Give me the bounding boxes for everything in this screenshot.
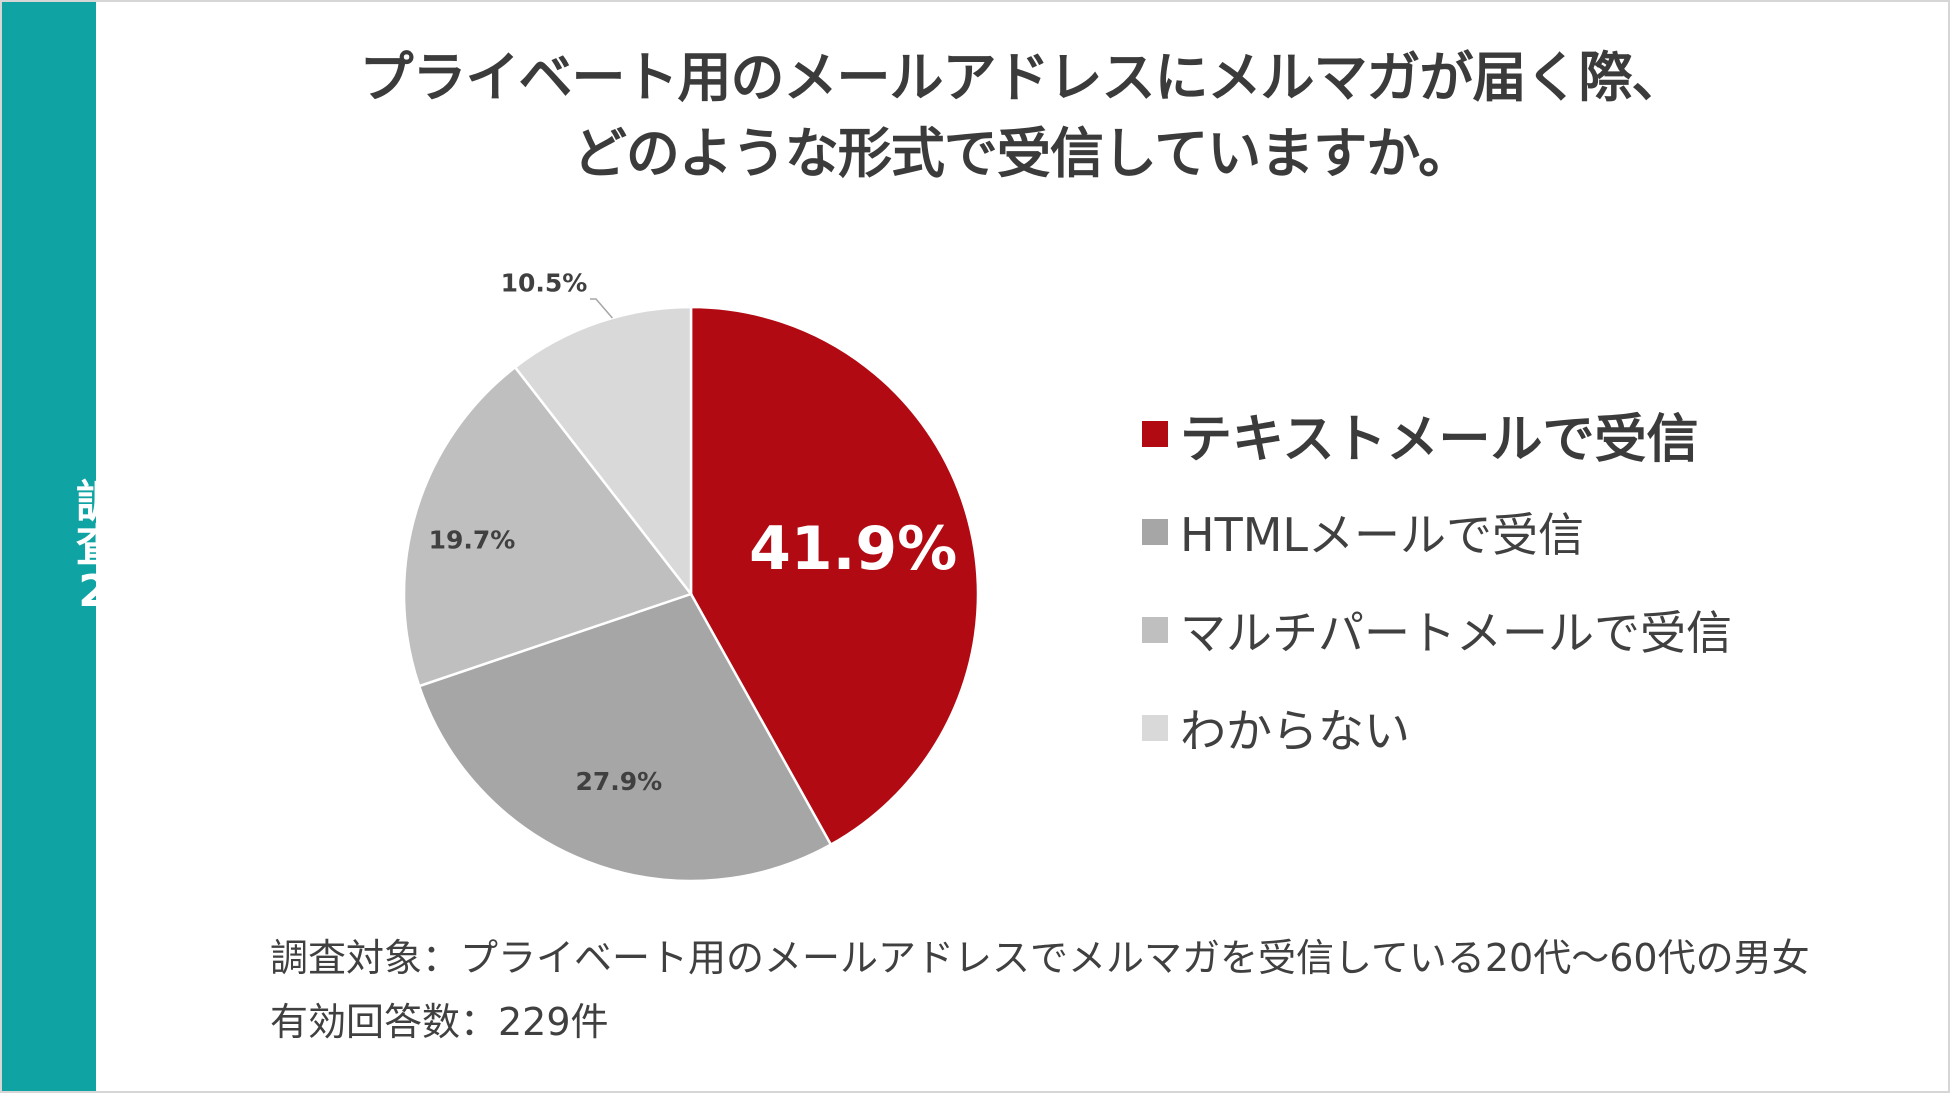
legend-swatch-html-mail (1142, 519, 1168, 545)
side-label: 調査2 (68, 477, 119, 617)
legend-item-html-mail: HTMLメールで受信 (1142, 508, 1732, 562)
slice-multipart-mail (402, 365, 694, 688)
label-html-mail: 27.9% (575, 767, 662, 796)
legend-swatch-multipart-mail (1142, 617, 1168, 643)
slice-unknown (513, 305, 693, 598)
slice-text-mail (689, 305, 980, 847)
survey-target: 調査対象：プライベート用のメールアドレスでメルマガを受信している20代～60代の… (270, 936, 1810, 980)
leader-line-unknown (590, 298, 613, 319)
legend-swatch-unknown (1142, 715, 1168, 741)
chart-title: プライベート用のメールアドレスにメルマガが届く際、 どのような形式で受信していま… (96, 40, 1948, 192)
legend-label-unknown: わからない (1180, 704, 1410, 758)
survey-response-count: 有効回答数：229件 (270, 1000, 609, 1044)
label-text-mail: 41.9% (749, 514, 957, 584)
legend-label-multipart-mail: マルチパートメールで受信 (1180, 606, 1732, 660)
survey-note: 調査対象：プライベート用のメールアドレスでメルマガを受信している20代～60代の… (270, 926, 1810, 1054)
label-multipart-mail: 19.7% (429, 526, 516, 555)
legend-label-html-mail: HTMLメールで受信 (1180, 508, 1585, 562)
chart-title-line1: プライベート用のメールアドレスにメルマガが届く際、 (359, 46, 1686, 109)
legend-label-text-mail: テキストメールで受信 (1180, 409, 1699, 470)
legend: テキストメールで受信 HTMLメールで受信 マルチパートメールで受信 わからない (1142, 410, 1732, 802)
label-unknown: 10.5% (501, 269, 588, 298)
side-band (2, 2, 96, 1091)
legend-swatch-text-mail (1142, 421, 1168, 447)
chart-title-line2: どのような形式で受信していますか。 (572, 122, 1472, 185)
slice-html-mail (417, 592, 833, 883)
legend-item-unknown: わからない (1142, 704, 1732, 758)
legend-item-text-mail: テキストメールで受信 (1142, 410, 1732, 470)
legend-item-multipart-mail: マルチパートメールで受信 (1142, 606, 1732, 660)
